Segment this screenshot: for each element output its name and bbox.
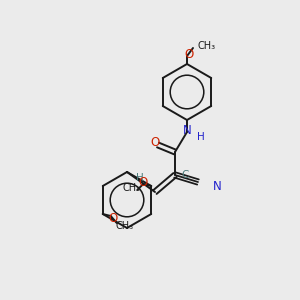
Text: O: O	[139, 176, 148, 188]
Text: CH₃: CH₃	[122, 183, 140, 193]
Text: N: N	[183, 124, 191, 136]
Text: N: N	[213, 181, 221, 194]
Text: CH₃: CH₃	[116, 221, 134, 231]
Text: H: H	[136, 173, 144, 183]
Text: C: C	[181, 170, 189, 180]
Text: O: O	[150, 136, 160, 149]
Text: CH₃: CH₃	[197, 41, 215, 51]
Text: H: H	[197, 132, 205, 142]
Text: O: O	[108, 212, 117, 224]
Text: O: O	[184, 47, 194, 61]
